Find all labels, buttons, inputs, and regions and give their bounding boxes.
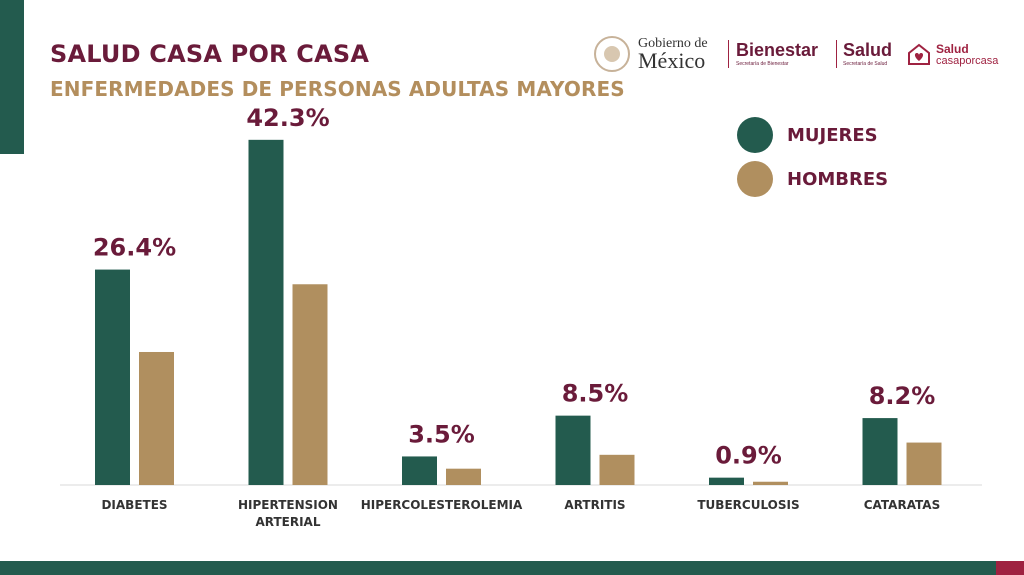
bar-hombres-1 <box>292 284 328 485</box>
bottom-accent <box>996 561 1024 575</box>
category-label-0-0: DIABETES <box>101 498 167 512</box>
bar-hombres-5 <box>906 442 942 485</box>
bottom-band <box>0 561 996 575</box>
salud-casa-logo-line2: casaporcasa <box>936 55 999 67</box>
bar-mujeres-3 <box>555 415 591 485</box>
house-heart-icon <box>908 43 930 65</box>
data-label-3: 8.5% <box>562 380 629 408</box>
legend-label-hombres: HOMBRES <box>787 168 889 190</box>
bar-mujeres-5 <box>862 418 898 485</box>
page-subtitle: ENFERMEDADES DE PERSONAS ADULTAS MAYORES <box>50 77 625 101</box>
bar-hombres-0 <box>139 351 174 485</box>
legend-label-mujeres: MUJERES <box>787 124 878 146</box>
bar-hombres-3 <box>599 454 635 485</box>
salud-logo-sub: Secretaría de Salud <box>843 61 888 67</box>
bar-hombres-4 <box>753 481 788 485</box>
side-accent-bar <box>0 0 24 154</box>
data-label-0: 26.4% <box>93 234 176 262</box>
bar-mujeres-4 <box>709 477 744 485</box>
bar-hombres-2 <box>446 468 481 485</box>
bar-mujeres-1 <box>248 139 284 485</box>
legend-swatch-hombres <box>737 161 773 197</box>
category-label-1-0: HIPERTENSION <box>238 498 338 512</box>
gobierno-logo-line1: Gobierno de <box>638 36 708 51</box>
logo-strip: Gobierno de México Bienestar Secretaría … <box>594 34 1014 74</box>
legend-swatch-mujeres <box>737 117 773 153</box>
category-label-4-0: TUBERCULOSIS <box>697 498 799 512</box>
salud-casa-logo-line1: Salud <box>936 42 969 56</box>
salud-logo: Salud <box>843 40 893 60</box>
category-label-2-0: HIPERCOLESTEROLEMIA <box>361 498 523 512</box>
legend-item-mujeres: MUJERES <box>737 117 878 153</box>
gobierno-logo-line2: México <box>638 48 706 73</box>
mexico-seal-icon <box>594 36 630 72</box>
page-title: SALUD CASA POR CASA <box>50 40 370 68</box>
bar-mujeres-0 <box>95 269 130 485</box>
bienestar-logo: Bienestar <box>736 40 819 60</box>
legend-item-hombres: HOMBRES <box>737 161 888 197</box>
logo-divider <box>728 40 729 68</box>
data-label-5: 8.2% <box>869 382 936 410</box>
data-label-2: 3.5% <box>408 420 475 448</box>
logo-divider <box>836 40 837 68</box>
data-label-4: 0.9% <box>715 442 782 470</box>
bar-mujeres-2 <box>402 456 437 485</box>
bienestar-logo-sub: Secretaría de Bienestar <box>736 61 789 67</box>
data-label-1: 42.3% <box>246 104 329 132</box>
category-label-1-1: ARTERIAL <box>255 515 320 529</box>
category-label-5-0: CATARATAS <box>864 498 940 512</box>
category-label-3-0: ARTRITIS <box>564 498 625 512</box>
